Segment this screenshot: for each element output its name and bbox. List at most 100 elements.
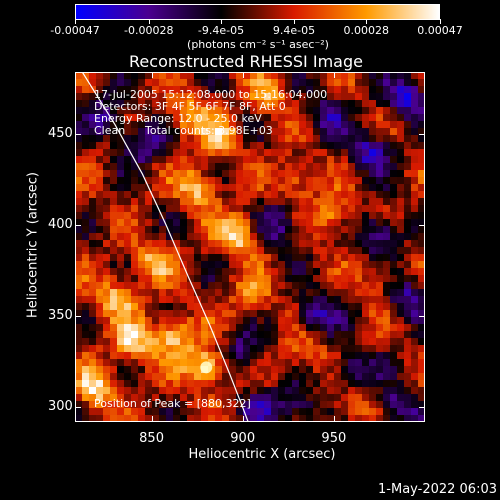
heatmap-cell xyxy=(124,394,131,401)
heatmap-cell xyxy=(201,170,208,177)
heatmap-cell xyxy=(117,387,124,394)
heatmap-cell xyxy=(180,366,187,373)
heatmap-cell xyxy=(236,93,243,100)
heatmap-cell xyxy=(313,184,320,191)
heatmap-cell xyxy=(376,366,383,373)
heatmap-cell xyxy=(89,149,96,156)
heatmap-cell xyxy=(159,345,166,352)
heatmap-cell xyxy=(264,149,271,156)
heatmap-cell xyxy=(180,408,187,415)
heatmap-cell xyxy=(348,149,355,156)
heatmap-cell xyxy=(82,233,89,240)
heatmap-cell xyxy=(411,373,418,380)
heatmap-cell xyxy=(362,303,369,310)
heatmap-cell xyxy=(341,261,348,268)
heatmap-cell xyxy=(96,205,103,212)
heatmap-cell xyxy=(397,121,404,128)
heatmap-cell xyxy=(320,394,327,401)
heatmap-cell xyxy=(180,345,187,352)
heatmap-cell xyxy=(75,219,82,226)
heatmap-cell xyxy=(369,177,376,184)
heatmap-cell xyxy=(355,121,362,128)
heatmap-cell xyxy=(271,387,278,394)
heatmap-cell xyxy=(376,93,383,100)
heatmap-cell xyxy=(82,93,89,100)
heatmap-cell xyxy=(180,107,187,114)
heatmap-cell xyxy=(243,352,250,359)
heatmap-cell xyxy=(131,219,138,226)
heatmap-cell xyxy=(89,205,96,212)
heatmap-cell xyxy=(173,345,180,352)
heatmap-cell xyxy=(187,79,194,86)
heatmap-cell xyxy=(215,233,222,240)
heatmap-cell xyxy=(264,100,271,107)
heatmap-cell xyxy=(180,282,187,289)
heatmap-cell xyxy=(306,93,313,100)
heatmap-cell xyxy=(362,198,369,205)
heatmap-cell xyxy=(306,156,313,163)
heatmap-cell xyxy=(138,331,145,338)
heatmap-cell xyxy=(159,226,166,233)
heatmap-cell xyxy=(397,198,404,205)
x-tick-mark xyxy=(151,416,153,422)
heatmap-cell xyxy=(250,401,257,408)
heatmap-cell xyxy=(271,296,278,303)
heatmap-cell xyxy=(264,184,271,191)
heatmap-cell xyxy=(411,415,418,422)
heatmap-cell xyxy=(355,275,362,282)
heatmap-cell xyxy=(159,303,166,310)
heatmap-cell xyxy=(306,128,313,135)
heatmap-cell xyxy=(180,296,187,303)
heatmap-cell xyxy=(271,352,278,359)
heatmap-cell xyxy=(271,394,278,401)
heatmap-cell xyxy=(82,114,89,121)
heatmap-cell xyxy=(397,310,404,317)
y-tick-label: 300 xyxy=(48,399,73,415)
heatmap-cell xyxy=(243,219,250,226)
heatmap-cell xyxy=(222,191,229,198)
heatmap-cell xyxy=(264,72,271,79)
heatmap-cell xyxy=(159,254,166,261)
heatmap-cell xyxy=(124,261,131,268)
heatmap-cell xyxy=(299,254,306,261)
heatmap-cell xyxy=(138,394,145,401)
heatmap-cell xyxy=(411,205,418,212)
heatmap-cell xyxy=(243,170,250,177)
heatmap-cell xyxy=(271,191,278,198)
heatmap-cell xyxy=(194,135,201,142)
heatmap-cell xyxy=(285,198,292,205)
heatmap-cell xyxy=(383,310,390,317)
heatmap-cell xyxy=(180,233,187,240)
heatmap-cell xyxy=(250,240,257,247)
heatmap-cell xyxy=(215,107,222,114)
heatmap-cell xyxy=(320,128,327,135)
heatmap-cell xyxy=(362,310,369,317)
heatmap-cell xyxy=(397,93,404,100)
heatmap-cell xyxy=(152,296,159,303)
heatmap-cell xyxy=(201,380,208,387)
heatmap-cell xyxy=(194,100,201,107)
heatmap-cell xyxy=(369,401,376,408)
heatmap-cell xyxy=(89,233,96,240)
heatmap-cell xyxy=(411,72,418,79)
heatmap-cell xyxy=(264,394,271,401)
heatmap-cell xyxy=(299,303,306,310)
heatmap-cell xyxy=(75,331,82,338)
heatmap-cell xyxy=(271,198,278,205)
heatmap-cell xyxy=(376,247,383,254)
heatmap-cell xyxy=(320,324,327,331)
heatmap-cell xyxy=(243,380,250,387)
heatmap-cell xyxy=(180,219,187,226)
heatmap-cell xyxy=(334,93,341,100)
heatmap-cell xyxy=(376,408,383,415)
heatmap-cell xyxy=(320,303,327,310)
heatmap-cell xyxy=(124,401,131,408)
heatmap-cell xyxy=(215,170,222,177)
heatmap-cell xyxy=(334,205,341,212)
heatmap-cell xyxy=(96,247,103,254)
heatmap-cell xyxy=(376,177,383,184)
heatmap-cell xyxy=(285,163,292,170)
heatmap-cell xyxy=(271,184,278,191)
heatmap-cell xyxy=(89,268,96,275)
heatmap-cell xyxy=(138,387,145,394)
